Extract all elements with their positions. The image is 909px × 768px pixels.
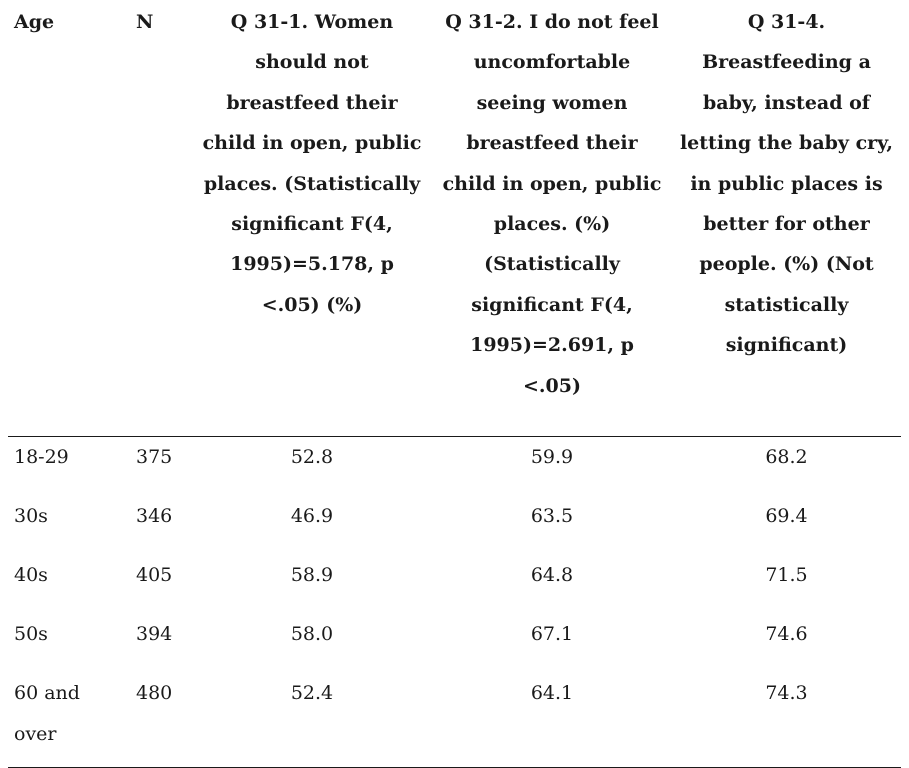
cell-q31-1: 46.9 (290, 505, 334, 528)
header-q31-1: Q 31-1. Women should not breastfeed thei… (192, 0, 432, 438)
cell-q31-2: 64.8 (530, 564, 574, 587)
cell-q31-2: 67.1 (530, 623, 574, 646)
cell-q31-1: 52.4 (192, 673, 432, 768)
survey-table: Age N Q 31-1. Women should not breastfee… (8, 0, 901, 768)
table-row: 60 and over 480 52.4 64.1 74.3 (8, 673, 901, 768)
cell-age: 50s (14, 623, 48, 646)
header-q31-2: Q 31-2. I do not feel uncomfortable seei… (432, 0, 672, 438)
cell-age: 18-29 (14, 446, 69, 469)
table-row: 50s 394 58.0 67.1 74.6 (8, 614, 901, 673)
cell-q31-1: 58.9 (290, 564, 334, 587)
table-row: 40s 405 58.9 64.8 71.5 (8, 555, 901, 614)
cell-n: 346 (136, 505, 173, 528)
header-age: Age (8, 0, 130, 438)
cell-n: 480 (130, 673, 192, 768)
cell-n: 405 (136, 564, 173, 587)
cell-q31-4: 69.4 (765, 505, 808, 528)
cell-q31-1: 52.8 (290, 446, 334, 469)
cell-q31-2: 64.1 (432, 673, 672, 768)
cell-q31-2: 59.9 (530, 446, 574, 469)
cell-q31-4: 74.3 (672, 673, 901, 768)
cell-age: 40s (14, 564, 48, 587)
cell-q31-4: 74.6 (765, 623, 808, 646)
table-body: 18-29 375 52.8 59.9 68.2 30s 346 46.9 63… (8, 437, 901, 768)
cell-age: 30s (14, 505, 48, 528)
table-row: 18-29 375 52.8 59.9 68.2 (8, 437, 901, 497)
cell-q31-2: 63.5 (530, 505, 574, 528)
header-row: Age N Q 31-1. Women should not breastfee… (8, 0, 901, 438)
header-q31-4: Q 31-4. Breastfeeding a baby, instead of… (672, 0, 901, 438)
cell-n: 375 (136, 446, 173, 469)
table-row: 30s 346 46.9 63.5 69.4 (8, 496, 901, 555)
cell-q31-4: 68.2 (765, 446, 808, 469)
header-n: N (130, 0, 192, 438)
cell-q31-4: 71.5 (765, 564, 808, 587)
table-header: Age N Q 31-1. Women should not breastfee… (8, 0, 901, 438)
cell-q31-1: 58.0 (290, 623, 334, 646)
cell-age: 60 and over (8, 673, 130, 768)
cell-n: 394 (136, 623, 173, 646)
